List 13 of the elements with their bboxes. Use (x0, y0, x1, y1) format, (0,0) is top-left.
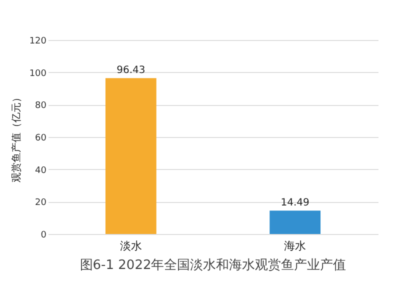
y-tick-label: 60 (35, 134, 47, 144)
x-tick-label: 海水 (284, 240, 306, 252)
x-tick-label: 淡水 (120, 240, 142, 252)
y-tick-label: 100 (29, 68, 47, 79)
y-tick-label: 80 (35, 101, 47, 112)
y-axis-title: 观赏鱼产值（亿元） (10, 92, 22, 182)
y-tick-label: 20 (35, 198, 47, 208)
text: 图6-1 2022年全国淡水和海水观赏鱼产业产值 (80, 258, 346, 273)
y-tick-label: 0 (40, 230, 47, 240)
y-tick-label: 40 (35, 166, 47, 176)
data-label: 96.43 (116, 65, 146, 76)
y-tick-label: 120 (29, 36, 47, 46)
data-label: 14.49 (280, 198, 310, 209)
